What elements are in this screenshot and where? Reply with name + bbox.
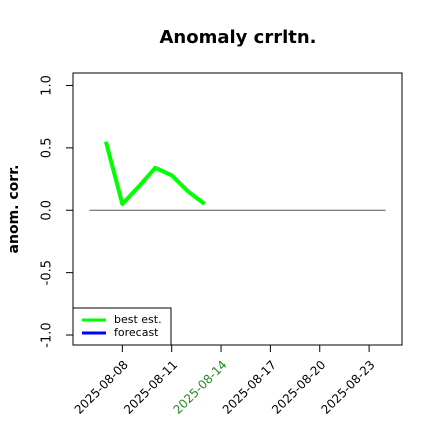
- x-tick-label: 2025-08-23: [318, 358, 377, 417]
- y-tick-label: -1.0: [40, 322, 55, 347]
- legend-label: best est.: [114, 313, 162, 326]
- y-axis-label: anom. corr.: [6, 165, 22, 254]
- legend-box: [72, 307, 172, 346]
- y-tick-label: -0.5: [40, 260, 55, 285]
- series-line: [103, 141, 206, 207]
- chart-title: Anomaly crrltn.: [159, 27, 316, 48]
- y-tick-label: 0.0: [40, 200, 55, 221]
- y-tick-label: 1.0: [40, 75, 55, 96]
- y-tick-label: 0.5: [40, 138, 55, 159]
- legend-label: forecast: [114, 326, 159, 339]
- plot-frame: [72, 72, 403, 346]
